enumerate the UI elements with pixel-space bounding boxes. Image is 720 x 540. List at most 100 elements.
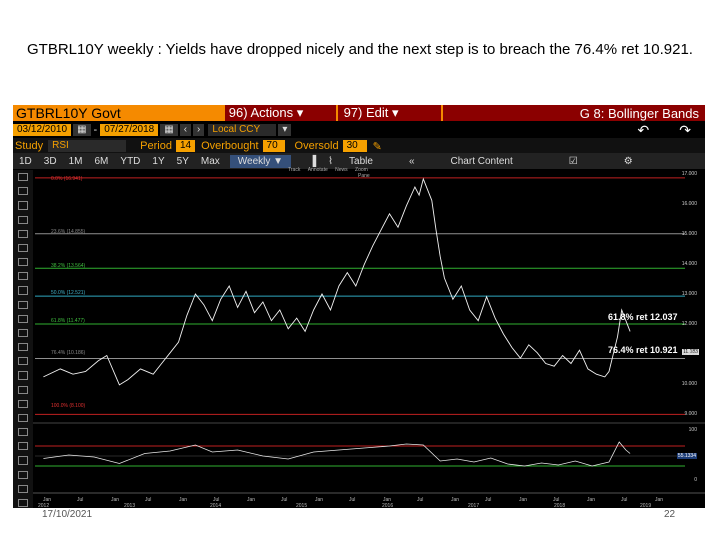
- oversold-label: Oversold: [294, 140, 339, 152]
- legend-news[interactable]: News: [335, 167, 348, 173]
- tool-icon[interactable]: [18, 272, 28, 281]
- last-price-tag: 11.183: [682, 349, 699, 355]
- x-month-label: Jul: [77, 497, 84, 503]
- tool-icon[interactable]: [18, 428, 28, 437]
- tool-icon[interactable]: [18, 243, 28, 253]
- annotation-618: 61.8% ret 12.037: [608, 312, 678, 322]
- slide-date: 17/10/2021: [42, 509, 93, 520]
- x-year-label: 2019: [640, 503, 652, 508]
- y-tick: 13.000: [681, 291, 697, 297]
- range-5y[interactable]: 5Y: [176, 155, 189, 167]
- x-month-label: Jul: [621, 497, 628, 503]
- x-month-label: Jul: [145, 497, 152, 503]
- fib-label-764: 76.4% (10.186): [51, 350, 86, 356]
- tool-icon[interactable]: [18, 470, 28, 479]
- tool-icon[interactable]: [18, 215, 28, 224]
- x-month-label: Jul: [213, 497, 220, 503]
- range-1d[interactable]: 1D: [19, 155, 32, 167]
- line-type-icon[interactable]: ⌇: [328, 155, 334, 167]
- tool-icon[interactable]: [18, 371, 28, 380]
- x-month-label: Jan: [247, 497, 256, 503]
- overbought-field[interactable]: 70: [262, 140, 285, 152]
- tool-icon[interactable]: [18, 442, 28, 451]
- tool-icon[interactable]: [18, 343, 28, 352]
- rsi-series-line: [43, 441, 631, 467]
- tool-icon[interactable]: [18, 201, 28, 210]
- calendar-icon[interactable]: ▦: [73, 124, 91, 136]
- edit-chart-icon[interactable]: ☑: [568, 155, 578, 167]
- redo-icon[interactable]: ↷: [679, 121, 691, 138]
- tool-icon[interactable]: [18, 413, 28, 423]
- x-year-label: 2013: [124, 503, 136, 508]
- period-label: Period: [140, 140, 172, 152]
- table-button[interactable]: Table: [349, 155, 373, 167]
- start-date-field[interactable]: 03/12/2010: [13, 124, 72, 136]
- x-month-label: Jan: [451, 497, 460, 503]
- ticker-label: GTBRL10Y Govt: [16, 105, 121, 121]
- tool-icon[interactable]: [18, 357, 28, 366]
- pencil-icon[interactable]: ✎: [372, 140, 382, 153]
- gear-icon[interactable]: ⚙: [623, 155, 633, 167]
- currency-select[interactable]: Local CCY: [208, 124, 277, 136]
- x-month-label: Jul: [349, 497, 356, 503]
- fib-label-618: 61.8% (11.477): [51, 318, 85, 324]
- study-select[interactable]: RSI: [48, 140, 127, 152]
- rsi-value-tag: 55.1334: [676, 453, 697, 459]
- tool-icon[interactable]: [18, 399, 28, 408]
- collapse-icon[interactable]: «: [408, 155, 415, 167]
- y-tick: 10.000: [681, 381, 697, 387]
- tool-icon[interactable]: [18, 328, 28, 338]
- x-year-label: 2014: [210, 503, 222, 508]
- legend-annotate[interactable]: Annotate: [307, 167, 328, 173]
- x-month-label: Jul: [553, 497, 560, 503]
- tool-icon[interactable]: [18, 286, 28, 295]
- currency-dropdown-icon[interactable]: ▾: [278, 124, 292, 136]
- fib-label-236: 23.6% (14.855): [51, 229, 86, 235]
- legend-pane[interactable]: Pane: [358, 173, 370, 179]
- tool-icon[interactable]: [18, 229, 28, 238]
- period-field[interactable]: 14: [175, 140, 196, 152]
- tool-icon[interactable]: [18, 300, 28, 309]
- next-arrow-icon[interactable]: ›: [193, 124, 205, 136]
- x-month-label: Jan: [315, 497, 324, 503]
- calendar-icon-2[interactable]: ▦: [160, 124, 178, 136]
- x-month-label: Jan: [43, 497, 52, 503]
- bloomberg-terminal: GTBRL10Y Govt 96) Actions ▾ 97) Edit ▾ G…: [13, 105, 705, 508]
- tool-icon[interactable]: [18, 187, 28, 196]
- prev-arrow-icon[interactable]: ‹: [179, 124, 192, 136]
- edit-menu[interactable]: 97) Edit ▾: [337, 105, 441, 121]
- undo-icon[interactable]: ↶: [637, 121, 650, 138]
- oversold-field[interactable]: 30: [342, 140, 367, 152]
- range-max[interactable]: Max: [200, 155, 220, 167]
- tool-icon[interactable]: [18, 173, 28, 182]
- fib-label-50: 50.0% (12.521): [51, 290, 86, 296]
- frequency-select[interactable]: Weekly ▼: [229, 154, 292, 168]
- x-month-label: Jul: [485, 497, 492, 503]
- x-month-label: Jan: [179, 497, 188, 503]
- tool-icon[interactable]: [18, 385, 28, 394]
- study-row: Study RSI Period 14 Overbought 70 Overso…: [13, 138, 705, 154]
- chart-content-button[interactable]: Chart Content: [450, 155, 513, 167]
- x-year-label: 2018: [554, 503, 566, 508]
- actions-menu[interactable]: 96) Actions ▾: [224, 105, 336, 121]
- range-3d[interactable]: 3D: [43, 155, 57, 167]
- legend-track[interactable]: Track: [288, 167, 301, 173]
- range-6m[interactable]: 6M: [94, 155, 109, 167]
- tool-icon[interactable]: [18, 484, 28, 493]
- x-year-label: 2012: [38, 503, 50, 508]
- range-1m[interactable]: 1M: [68, 155, 83, 167]
- legend-zoom[interactable]: Zoom: [355, 167, 368, 173]
- range-1y[interactable]: 1Y: [152, 155, 165, 167]
- x-month-label: Jan: [111, 497, 120, 503]
- x-year-label: 2016: [382, 503, 394, 508]
- tool-icon[interactable]: [18, 498, 28, 508]
- end-date-field[interactable]: 07/27/2018: [100, 124, 159, 136]
- candle-icon[interactable]: ▐: [309, 155, 317, 167]
- tool-icon[interactable]: [18, 258, 28, 267]
- tool-icon[interactable]: [18, 314, 28, 323]
- fib-label-0: 0.0% (16.941): [51, 176, 83, 182]
- chart-legend: Track Annotate News Zoom Pane: [288, 167, 370, 179]
- panel-title: G 8: Bollinger Bands: [442, 105, 705, 121]
- tool-icon[interactable]: [18, 456, 28, 465]
- range-ytd[interactable]: YTD: [120, 155, 141, 167]
